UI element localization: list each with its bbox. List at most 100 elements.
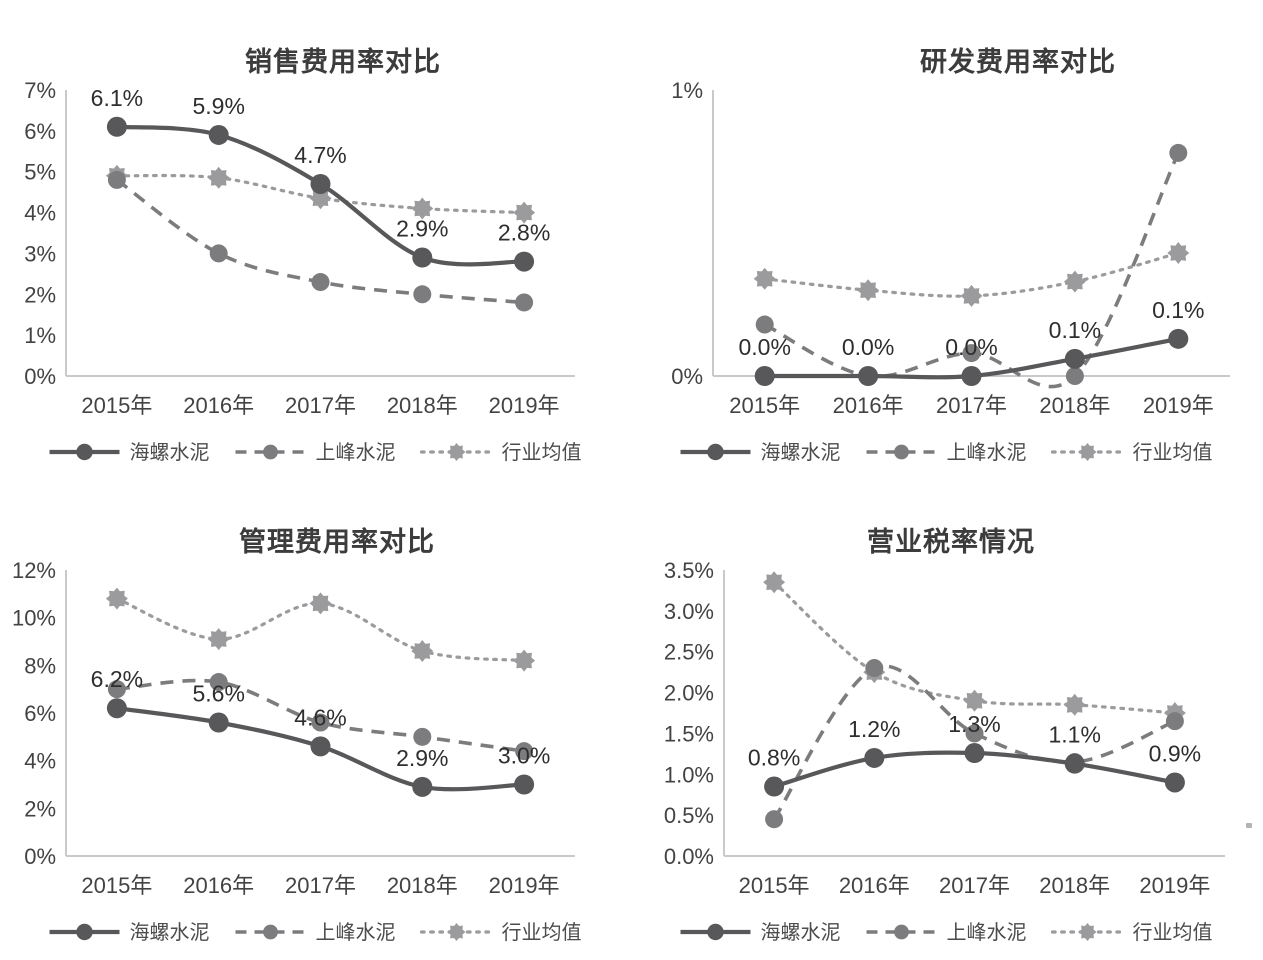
series-marker-dashed <box>107 680 126 699</box>
x-tick-label: 2018年 <box>1039 393 1110 418</box>
series-line-dashed <box>116 678 525 753</box>
legend-label: 行业均值 <box>502 441 582 464</box>
data-label: 2.8% <box>498 220 550 246</box>
x-tick-label: 2016年 <box>833 393 904 418</box>
y-tick-label: 1% <box>671 78 703 103</box>
series-marker-dashed <box>962 344 981 363</box>
legend-swatch-marker <box>447 443 466 461</box>
data-label: 6.1% <box>91 85 143 111</box>
series-marker-dashed <box>765 810 784 829</box>
series-marker-solid <box>514 774 535 795</box>
legend-item-dotted: 行业均值 <box>419 921 582 944</box>
series-marker-dashed <box>107 170 126 189</box>
series-marker-dotted <box>309 592 332 615</box>
x-tick-label: 2019年 <box>1143 393 1214 418</box>
legend-swatch-marker <box>894 924 909 940</box>
chart-canvas-sales-expense: 0% 1% 2% 3% 4% 5% 6% 7% 2015年 2016年 2017年 2018年 2019… <box>24 78 582 464</box>
x-tick-label: 2016年 <box>183 873 254 898</box>
legend-item-dotted: 行业均值 <box>1050 921 1213 944</box>
series-line-dashed <box>772 664 1176 821</box>
data-label: 3.0% <box>498 743 550 769</box>
data-label: 1.1% <box>1048 722 1100 748</box>
series-marker-dotted <box>411 197 434 220</box>
series-marker-dashed <box>413 727 432 746</box>
legend-label: 上峰水泥 <box>316 921 396 944</box>
legend-swatch-marker <box>894 444 909 460</box>
y-tick-label: 7% <box>24 78 56 103</box>
series-marker-solid <box>764 776 785 797</box>
series-marker-dotted <box>513 201 536 224</box>
data-label: 1.3% <box>948 711 1000 737</box>
chart-title-rd-expense: 研发费用率对比 <box>920 47 1116 77</box>
x-tick-label: 2018年 <box>1039 873 1110 898</box>
y-tick-label: 5% <box>24 160 56 185</box>
y-tick-label: 0.0% <box>664 844 714 869</box>
x-tick-label: 2015年 <box>81 873 152 898</box>
data-label: 0.9% <box>1149 740 1201 766</box>
chart-canvas-rd-expense: 0% 1% 2015年 2016年 2017年 2018年 2019年 0.0% 0.0% 0.0… <box>671 78 1230 464</box>
legend-item-dotted: 行业均值 <box>419 441 582 464</box>
series-marker-solid <box>1164 772 1185 793</box>
chart-canvas-business-tax: 0.0% 0.5% 1.0% 1.5% 2.0% 2.5% 3.0% 3.5% 2015年 201… <box>664 558 1225 944</box>
series-marker-solid <box>208 124 229 145</box>
data-label: 1.2% <box>848 716 900 742</box>
series-marker-solid <box>1064 348 1085 369</box>
series-marker-solid <box>208 712 229 733</box>
data-label: 0.0% <box>842 334 894 360</box>
x-tick-label: 2019年 <box>489 393 560 418</box>
series-marker-solid <box>858 366 879 386</box>
legend-swatch-marker <box>263 444 278 460</box>
x-tick-label: 2015年 <box>81 393 152 418</box>
series-marker-dotted <box>1167 242 1190 264</box>
series-marker-solid <box>106 116 127 137</box>
series-marker-dashed <box>209 673 228 692</box>
data-label: 2.9% <box>396 745 448 771</box>
data-label: 5.6% <box>192 681 244 707</box>
series-marker-solid <box>106 698 127 719</box>
series-marker-dotted <box>207 166 230 189</box>
data-label: 0.0% <box>945 334 997 360</box>
legend-swatch-marker <box>1078 443 1097 461</box>
series-marker-dashed <box>965 724 984 743</box>
series-marker-dashed <box>865 659 884 678</box>
series-marker-dotted <box>1063 693 1086 716</box>
series-marker-dotted <box>857 279 880 302</box>
chart-rd-expense-ratio: 0% 1% 2015年 2016年 2017年 2018年 2019年 0.0% 0.0% 0.0… <box>631 0 1262 480</box>
legend-item-dotted: 行业均值 <box>1050 441 1213 464</box>
y-tick-label: 2.5% <box>664 640 714 665</box>
legend-swatch-marker <box>707 443 724 461</box>
series-marker-dotted <box>105 587 128 610</box>
y-tick-label: 0% <box>24 844 56 869</box>
y-tick-label: 6% <box>24 701 56 726</box>
series-marker-solid <box>310 736 331 757</box>
y-tick-label: 2% <box>24 796 56 821</box>
series-marker-solid <box>754 366 775 386</box>
series-marker-dashed <box>515 293 534 312</box>
series-marker-dotted <box>963 689 986 712</box>
legend-item-dashed: 上峰水泥 <box>866 441 1027 464</box>
stray-mark <box>1246 823 1252 828</box>
x-tick-label: 2019年 <box>489 873 560 898</box>
x-tick-label: 2018年 <box>387 393 458 418</box>
legend-swatch-marker <box>263 924 278 940</box>
legend-item-solid: 海螺水泥 <box>680 921 841 944</box>
legend-label: 海螺水泥 <box>130 441 210 464</box>
legend-item-solid: 海螺水泥 <box>49 441 210 464</box>
x-tick-label: 2015年 <box>729 393 800 418</box>
chart-admin-expense-ratio: 0% 2% 4% 6% 8% 10% 12% 2015年 2016年 2017年 2018年 2019… <box>0 480 631 960</box>
series-marker-solid <box>310 173 331 194</box>
series-marker-dotted <box>753 267 776 290</box>
chart-title-sales-expense: 销售费用率对比 <box>245 47 441 77</box>
y-tick-label: 1.5% <box>664 721 714 746</box>
data-label: 0.8% <box>748 745 800 771</box>
data-label: 4.6% <box>294 704 346 730</box>
legend-label: 上峰水泥 <box>947 921 1027 944</box>
x-tick-label: 2017年 <box>285 393 356 418</box>
legend-label: 海螺水泥 <box>130 921 210 944</box>
legend-swatch-marker <box>76 923 93 941</box>
series-marker-dashed <box>311 713 330 732</box>
series-marker-dashed <box>413 285 432 304</box>
x-tick-label: 2015年 <box>739 873 810 898</box>
chart-sales-expense-ratio: 0% 1% 2% 3% 4% 5% 6% 7% 2015年 2016年 2017年 2018年 2019… <box>0 0 631 480</box>
x-tick-label: 2017年 <box>936 393 1007 418</box>
